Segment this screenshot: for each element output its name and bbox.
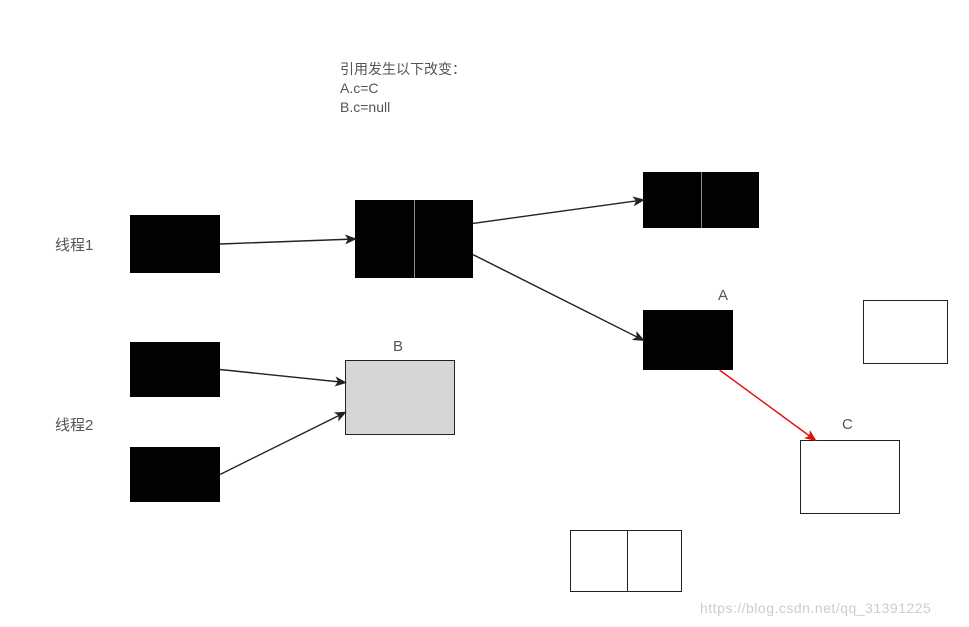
label-A: A: [718, 287, 728, 304]
label-thread1: 线程1: [55, 234, 93, 255]
box-A: [643, 310, 733, 370]
header-line3: B.c=null: [340, 99, 390, 115]
box-t1_top-divider: [701, 172, 702, 228]
arrow-t2_bot-to-B: [220, 413, 345, 475]
box-t1_start: [130, 215, 220, 273]
watermark-text: https://blog.csdn.net/qq_31391225: [700, 600, 931, 616]
box-C: [800, 440, 900, 514]
box-t1_mid: [355, 200, 473, 278]
label-C: C: [842, 416, 853, 433]
box-B: [345, 360, 455, 435]
box-t1_top: [643, 172, 759, 228]
arrow-A-to-C: [720, 370, 816, 440]
header-line2: A.c=C: [340, 80, 379, 96]
label-thread2: 线程2: [55, 414, 93, 435]
box-A_white: [863, 300, 948, 364]
header-text: 引用发生以下改变： A.c=C B.c=null: [340, 60, 466, 117]
box-t1_mid-divider: [414, 200, 415, 278]
box-t2_bot: [130, 447, 220, 502]
label-B: B: [393, 338, 403, 355]
arrow-t1_start-to-t1_mid: [220, 239, 355, 244]
arrow-t2_top-to-B: [220, 370, 345, 383]
box-bottom_pair: [570, 530, 682, 592]
arrows-layer: [0, 0, 969, 627]
arrow-t1_mid-to-A: [473, 255, 643, 340]
box-bottom_pair-divider: [627, 531, 628, 591]
box-t2_top: [130, 342, 220, 397]
header-line1: 引用发生以下改变：: [340, 61, 466, 77]
arrow-t1_mid-to-t1_top: [473, 200, 643, 223]
